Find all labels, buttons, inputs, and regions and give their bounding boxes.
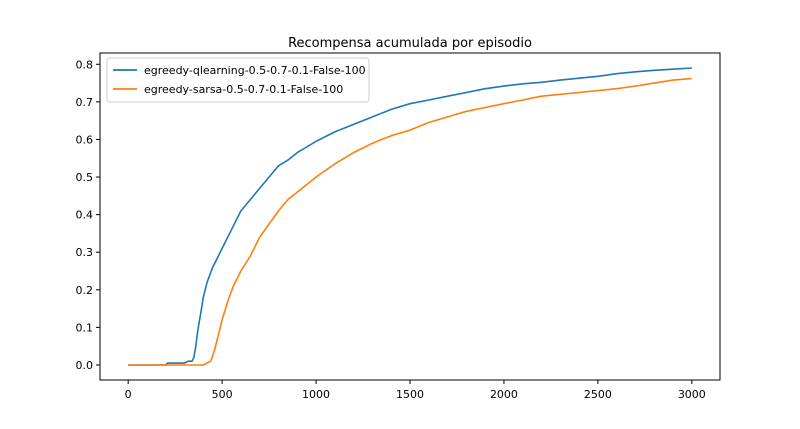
y-axis: 0.0 0.1 0.2 0.3 0.4 0.5 0.6 0.7 0.8 — [76, 58, 100, 372]
y-tick-label: 0.6 — [76, 133, 94, 146]
y-tick-label: 0.5 — [76, 171, 94, 184]
y-tick-label: 0.7 — [76, 96, 94, 109]
x-tick-label: 2500 — [584, 388, 612, 401]
x-tick-label: 1500 — [396, 388, 424, 401]
x-tick-label: 2000 — [490, 388, 518, 401]
x-tick-label: 1000 — [302, 388, 330, 401]
x-tick-label: 0 — [125, 388, 132, 401]
chart-title: Recompensa acumulada por episodio — [288, 36, 532, 51]
legend-label: egreedy-sarsa-0.5-0.7-0.1-False-100 — [144, 83, 343, 96]
series-line-2 — [128, 77, 692, 366]
y-tick-label: 0.0 — [76, 359, 94, 372]
y-tick-label: 0.3 — [76, 246, 94, 259]
series-line-1 — [128, 67, 692, 366]
y-tick-label: 0.2 — [76, 284, 94, 297]
y-tick-label: 0.1 — [76, 321, 94, 334]
y-tick-label: 0.4 — [76, 209, 94, 222]
x-tick-label: 3000 — [678, 388, 706, 401]
series-layer — [128, 67, 692, 366]
y-tick-label: 0.8 — [76, 58, 94, 71]
x-tick-label: 500 — [212, 388, 233, 401]
legend-label: egreedy-qlearning-0.5-0.7-0.1-False-100 — [144, 64, 366, 77]
x-axis: 0 500 1000 1500 2000 2500 3000 — [125, 380, 706, 401]
legend: egreedy-qlearning-0.5-0.7-0.1-False-100 e… — [106, 57, 370, 103]
legend-box — [106, 57, 370, 103]
